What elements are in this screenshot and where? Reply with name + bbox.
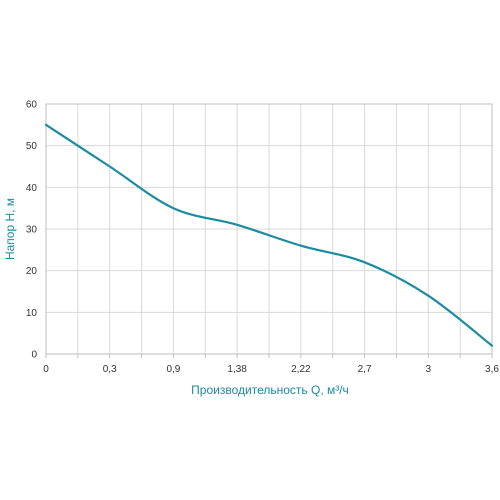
series-line [44, 123, 494, 347]
y-tick-label: 10 [26, 308, 38, 319]
x-tick-label: 2,22 [291, 364, 311, 375]
x-tick-label: 3,6 [485, 364, 499, 375]
y-axis: 0 10 20 30 40 50 60 [26, 100, 38, 361]
grid [46, 104, 492, 354]
y-tick-label: 0 [31, 350, 37, 361]
y-axis-title: Напор H, м [3, 198, 17, 260]
x-tick-label: 0,3 [103, 364, 117, 375]
y-tick-label: 30 [26, 225, 38, 236]
y-tick-label: 20 [26, 266, 38, 277]
series-group [44, 123, 494, 347]
x-tick-label: 0 [43, 364, 49, 375]
x-tick-label: 0,9 [166, 364, 180, 375]
y-tick-label: 60 [26, 100, 38, 111]
y-tick-label: 50 [26, 141, 38, 152]
x-tick-label: 2,7 [358, 364, 372, 375]
x-tick-label: 1,38 [227, 364, 247, 375]
x-axis-title: Производительность Q, м³/ч [191, 383, 349, 397]
y-tick-label: 40 [26, 183, 38, 194]
x-axis: 0 0,3 0,9 1,38 2,22 2,7 3 3,6 [43, 354, 499, 375]
x-tick-label: 3 [426, 364, 432, 375]
